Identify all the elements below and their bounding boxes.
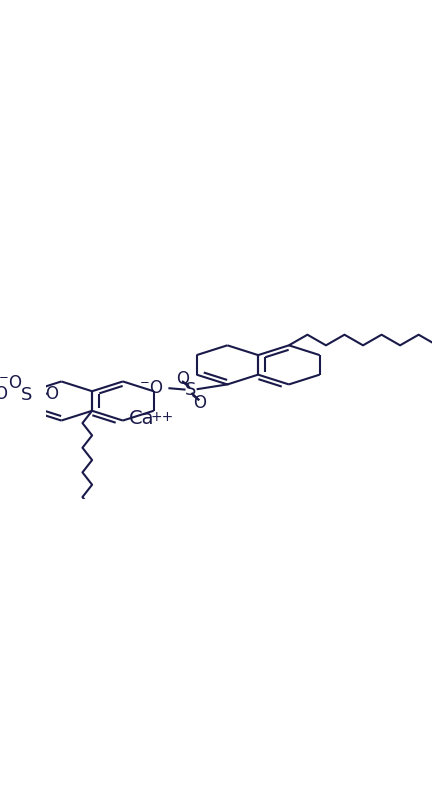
Text: O: O	[193, 394, 206, 411]
Text: S: S	[21, 386, 32, 403]
Text: S: S	[185, 382, 197, 400]
Text: $^{-}$O: $^{-}$O	[139, 379, 164, 397]
Text: O: O	[45, 385, 58, 403]
Text: Ca: Ca	[129, 409, 154, 428]
Text: O: O	[0, 385, 7, 403]
Text: $^{-}$O: $^{-}$O	[0, 374, 23, 392]
Text: ++: ++	[150, 410, 173, 424]
Text: O: O	[176, 370, 189, 388]
